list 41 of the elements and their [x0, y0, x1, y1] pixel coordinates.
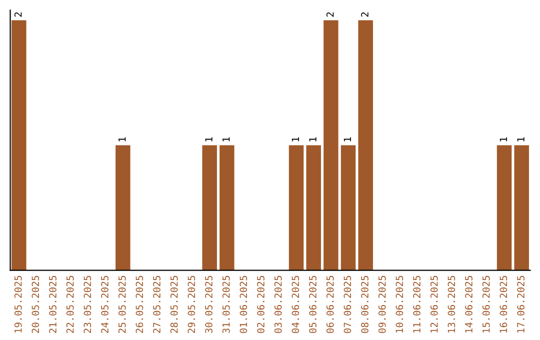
data-label: 1 — [500, 137, 507, 142]
data-label: 1 — [344, 137, 351, 142]
x-tick-label: 09.06.2025 — [378, 276, 386, 334]
x-tick-label: 28.05.2025 — [170, 276, 178, 333]
x-tick-label: 07.06.2025 — [344, 276, 352, 334]
x-tick-label: 27.05.2025 — [153, 276, 160, 333]
x-tick-label: 04.06.2025 — [292, 276, 300, 334]
data-label: 2 — [14, 12, 22, 17]
x-tick-label: 29.05.2025 — [188, 276, 196, 333]
x-tick-label: 16.06.2025 — [500, 276, 508, 333]
x-tick-label: 24.05.2025 — [101, 276, 108, 333]
x-tick-label: 11.06.2025 — [413, 276, 420, 333]
x-tick-label: 03.06.2025 — [274, 276, 282, 334]
x-tick-label: 13.06.2025 — [448, 276, 456, 333]
x-tick-label: 06.06.2025 — [326, 276, 334, 334]
x-tick-label: 21.05.2025 — [49, 276, 56, 333]
data-label: 2 — [326, 12, 334, 17]
x-tick-label: 22.05.2025 — [66, 276, 74, 333]
x-tick-label: 15.06.2025 — [482, 276, 490, 333]
x-tick-label: 14.06.2025 — [465, 276, 472, 333]
x-tick-label: 31.05.2025 — [222, 276, 230, 334]
data-label: 1 — [517, 137, 524, 142]
x-tick-label: 26.05.2025 — [136, 276, 144, 333]
x-tick-label: 25.05.2025 — [118, 276, 126, 333]
x-tick-label: 08.06.2025 — [361, 276, 368, 334]
data-label: 1 — [222, 137, 230, 142]
data-label: 1 — [205, 137, 212, 142]
x-tick-label: 19.05.2025 — [14, 276, 22, 333]
x-tick-label: 10.06.2025 — [396, 276, 404, 333]
x-tick-label: 02.06.2025 — [257, 276, 264, 334]
data-label: 2 — [361, 12, 368, 17]
x-tick-label: 30.05.2025 — [205, 276, 212, 334]
x-tick-label: 23.05.2025 — [84, 276, 92, 333]
data-label: 1 — [118, 137, 126, 142]
x-tick-label: 01.06.2025 — [240, 276, 248, 334]
x-tick-label: 12.06.2025 — [430, 276, 438, 333]
x-tick-label: 05.06.2025 — [309, 276, 316, 334]
data-label: 1 — [292, 137, 299, 142]
x-tick-label: 20.05.2025 — [32, 276, 40, 333]
data-label: 1 — [309, 137, 316, 142]
x-tick-label: 17.06.2025 — [517, 276, 524, 333]
